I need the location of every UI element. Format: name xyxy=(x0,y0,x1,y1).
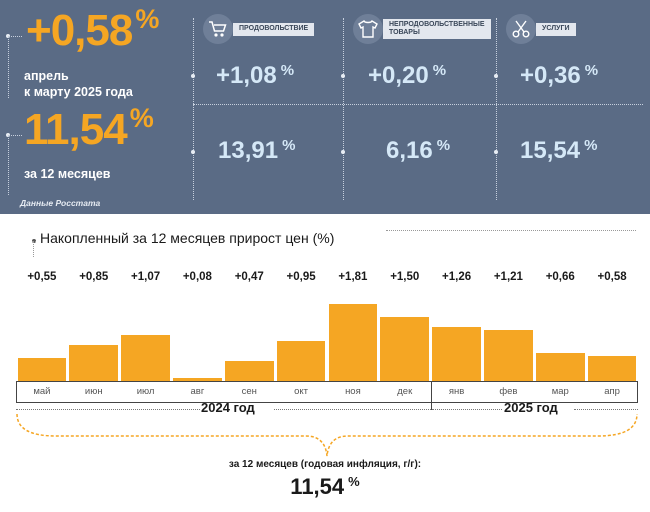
x-tick-label: май xyxy=(33,386,51,397)
chart-title: Накопленный за 12 месяцев прирост цен (%… xyxy=(40,230,335,246)
x-tick-label: янв xyxy=(448,386,465,397)
bar xyxy=(432,327,481,381)
decor-dot xyxy=(494,150,498,154)
decor-line xyxy=(33,241,34,257)
x-tick-label: июл xyxy=(136,386,155,397)
data-label: +0,08 xyxy=(182,271,212,283)
column-divider xyxy=(193,18,194,200)
data-label: +0,47 xyxy=(234,271,264,283)
x-tick-label: фев xyxy=(499,386,518,397)
services-annual-value: 15,54% xyxy=(520,137,598,164)
category-label: ПРОДОВОЛЬСТВИЕ xyxy=(233,22,315,36)
summary-panel: +0,58% апрель к марту 2025 года 11,54% з… xyxy=(0,0,650,214)
annual-change-label: за 12 месяцев xyxy=(24,167,111,181)
x-tick-label: сен xyxy=(241,386,257,397)
decor-line xyxy=(32,241,36,242)
year-label-2025: 2025 год xyxy=(504,400,558,415)
bar xyxy=(587,356,637,381)
column-divider xyxy=(496,18,497,200)
year-separator xyxy=(431,381,432,410)
year-line xyxy=(574,409,638,410)
data-label: +0,66 xyxy=(545,271,575,283)
data-label: +0,85 xyxy=(79,271,109,283)
year-line xyxy=(16,409,200,410)
shirt-icon xyxy=(353,14,383,44)
annual-inflation-value: 11,54% xyxy=(290,474,360,499)
decor-dot xyxy=(494,74,498,78)
annual-inflation-label: за 12 месяцев (годовая инфляция, г/г): xyxy=(228,459,422,470)
data-label: +1,50 xyxy=(390,271,420,283)
data-label: +0,55 xyxy=(27,271,57,283)
data-source-note: Данные Росстата xyxy=(20,198,101,208)
bar xyxy=(484,329,533,381)
x-tick-label: окт xyxy=(294,386,309,397)
data-label: +1,07 xyxy=(131,271,161,283)
x-tick-label: апр xyxy=(604,386,620,397)
shopping-cart-icon xyxy=(203,14,233,44)
x-tick-label: мар xyxy=(551,386,569,397)
decor-line xyxy=(386,230,636,231)
bar xyxy=(17,357,67,381)
data-label: +1,81 xyxy=(338,271,368,283)
month-change-label: апрель к марту 2025 года xyxy=(24,69,133,99)
food-annual-value: 13,91% xyxy=(218,137,296,164)
bar xyxy=(535,352,585,381)
data-label: +1,21 xyxy=(493,271,523,283)
bar xyxy=(224,361,274,381)
decor-dot xyxy=(341,150,345,154)
nonfood-month-value: +0,20% xyxy=(368,62,447,89)
bar xyxy=(121,335,170,381)
annual-change-value: 11,54% xyxy=(24,103,154,154)
decor-dot xyxy=(341,74,345,78)
x-tick-label: июн xyxy=(84,386,103,397)
year-line xyxy=(274,409,431,410)
data-label: +0,58 xyxy=(597,271,627,283)
bar xyxy=(380,317,430,381)
bar xyxy=(173,377,222,381)
decor-line xyxy=(8,135,22,136)
scissors-icon xyxy=(506,14,536,44)
year-label-2024: 2024 год xyxy=(201,400,255,415)
food-month-value: +1,08% xyxy=(216,62,295,89)
decor-line xyxy=(8,135,9,195)
category-label: УСЛУГИ xyxy=(536,22,576,36)
bar xyxy=(276,340,326,381)
x-tick-label: ноя xyxy=(345,386,361,397)
decor-line xyxy=(8,36,22,37)
row-divider xyxy=(193,104,643,105)
category-services: УСЛУГИ xyxy=(506,14,576,44)
services-month-value: +0,36% xyxy=(520,62,599,89)
month-change-value: +0,58% xyxy=(26,4,160,55)
decor-line xyxy=(8,36,9,98)
data-label: +0,95 xyxy=(286,271,316,283)
bracket-brace xyxy=(16,413,638,457)
category-nonfood: НЕПРОДОВОЛЬСТВЕННЫЕ ТОВАРЫ xyxy=(353,14,491,44)
decor-dot xyxy=(191,150,195,154)
data-label: +1,26 xyxy=(442,271,472,283)
year-line xyxy=(432,409,502,410)
bar xyxy=(328,304,378,381)
category-label: НЕПРОДОВОЛЬСТВЕННЫЕ ТОВАРЫ xyxy=(383,19,491,39)
category-food: ПРОДОВОЛЬСТВИЕ xyxy=(203,14,315,44)
x-axis xyxy=(16,381,638,403)
column-divider xyxy=(343,18,344,200)
bar xyxy=(69,344,119,381)
decor-dot xyxy=(191,74,195,78)
x-tick-label: дек xyxy=(397,386,413,397)
x-tick-label: авг xyxy=(190,386,205,397)
nonfood-annual-value: 6,16% xyxy=(386,137,451,164)
